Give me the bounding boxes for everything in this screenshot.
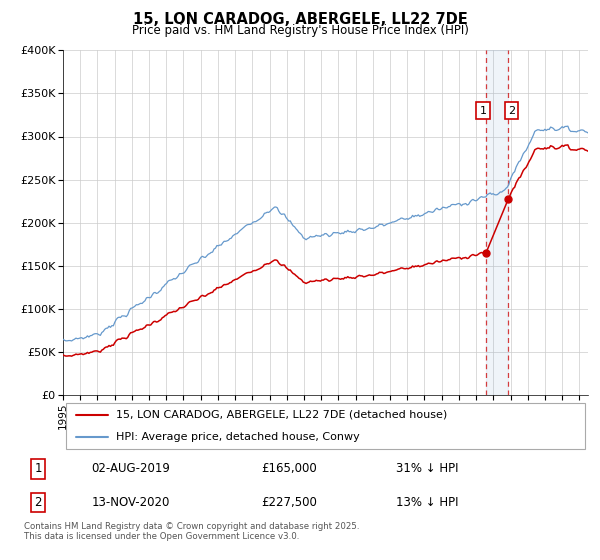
Text: 1: 1 — [479, 106, 487, 116]
Text: 2: 2 — [508, 106, 515, 116]
Text: 15, LON CARADOG, ABERGELE, LL22 7DE: 15, LON CARADOG, ABERGELE, LL22 7DE — [133, 12, 467, 27]
Text: 2: 2 — [34, 496, 42, 509]
Text: 31% ↓ HPI: 31% ↓ HPI — [396, 462, 459, 475]
Text: 13% ↓ HPI: 13% ↓ HPI — [396, 496, 459, 509]
Bar — [486, 50, 508, 395]
Text: 02-AUG-2019: 02-AUG-2019 — [92, 462, 170, 475]
Text: 15, LON CARADOG, ABERGELE, LL22 7DE (detached house): 15, LON CARADOG, ABERGELE, LL22 7DE (det… — [115, 410, 447, 420]
Text: £227,500: £227,500 — [261, 496, 317, 509]
FancyBboxPatch shape — [65, 404, 586, 449]
Text: £165,000: £165,000 — [261, 462, 317, 475]
Text: 1: 1 — [34, 462, 42, 475]
Text: HPI: Average price, detached house, Conwy: HPI: Average price, detached house, Conw… — [115, 432, 359, 442]
Text: Price paid vs. HM Land Registry's House Price Index (HPI): Price paid vs. HM Land Registry's House … — [131, 24, 469, 36]
Text: 13-NOV-2020: 13-NOV-2020 — [92, 496, 170, 509]
Text: Contains HM Land Registry data © Crown copyright and database right 2025.
This d: Contains HM Land Registry data © Crown c… — [24, 522, 359, 542]
